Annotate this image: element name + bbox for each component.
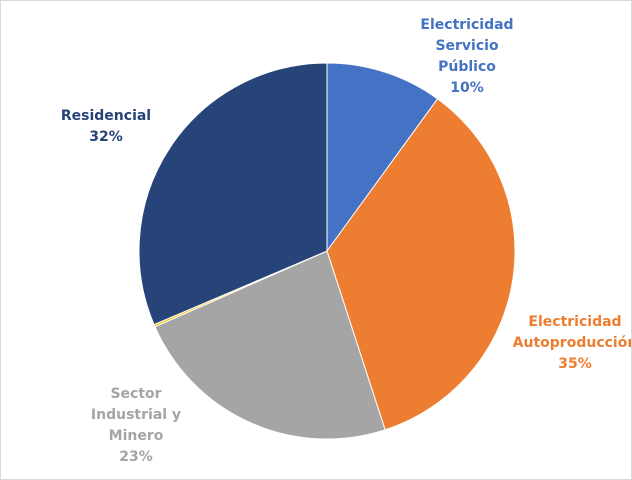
pie-slice-4 bbox=[138, 62, 328, 326]
slice-label-line: Electricidad bbox=[528, 314, 622, 330]
slice-label-line: Industrial y bbox=[90, 407, 182, 423]
slice-label-line: Sector bbox=[110, 386, 162, 402]
slice-label-line: Autoproducción bbox=[512, 335, 632, 351]
slice-percent: 23% bbox=[119, 449, 153, 465]
slice-label-line: Servicio bbox=[435, 38, 499, 54]
slice-percent: 35% bbox=[558, 356, 592, 372]
slice-label-line: Público bbox=[438, 59, 496, 75]
slice-percent: 32% bbox=[89, 129, 123, 145]
slice-label-electricidad-autoproduccion: Electricidad Autoproducción 35% bbox=[512, 312, 632, 375]
pie-slice-1 bbox=[326, 98, 516, 431]
pie-slice-2 bbox=[154, 250, 386, 440]
slice-label-residencial: Residencial 32% bbox=[46, 106, 166, 148]
pie-slice-0 bbox=[326, 62, 439, 253]
slice-percent: 10% bbox=[450, 80, 484, 96]
slice-label-line: Electricidad bbox=[420, 17, 514, 33]
slice-label-electricidad-servicio-publico: Electricidad Servicio Público 10% bbox=[404, 15, 530, 99]
slice-label-line: Residencial bbox=[60, 108, 152, 124]
slice-label-line: Minero bbox=[108, 428, 164, 444]
slice-label-sector-industrial-minero: Sector Industrial y Minero 23% bbox=[73, 384, 199, 468]
